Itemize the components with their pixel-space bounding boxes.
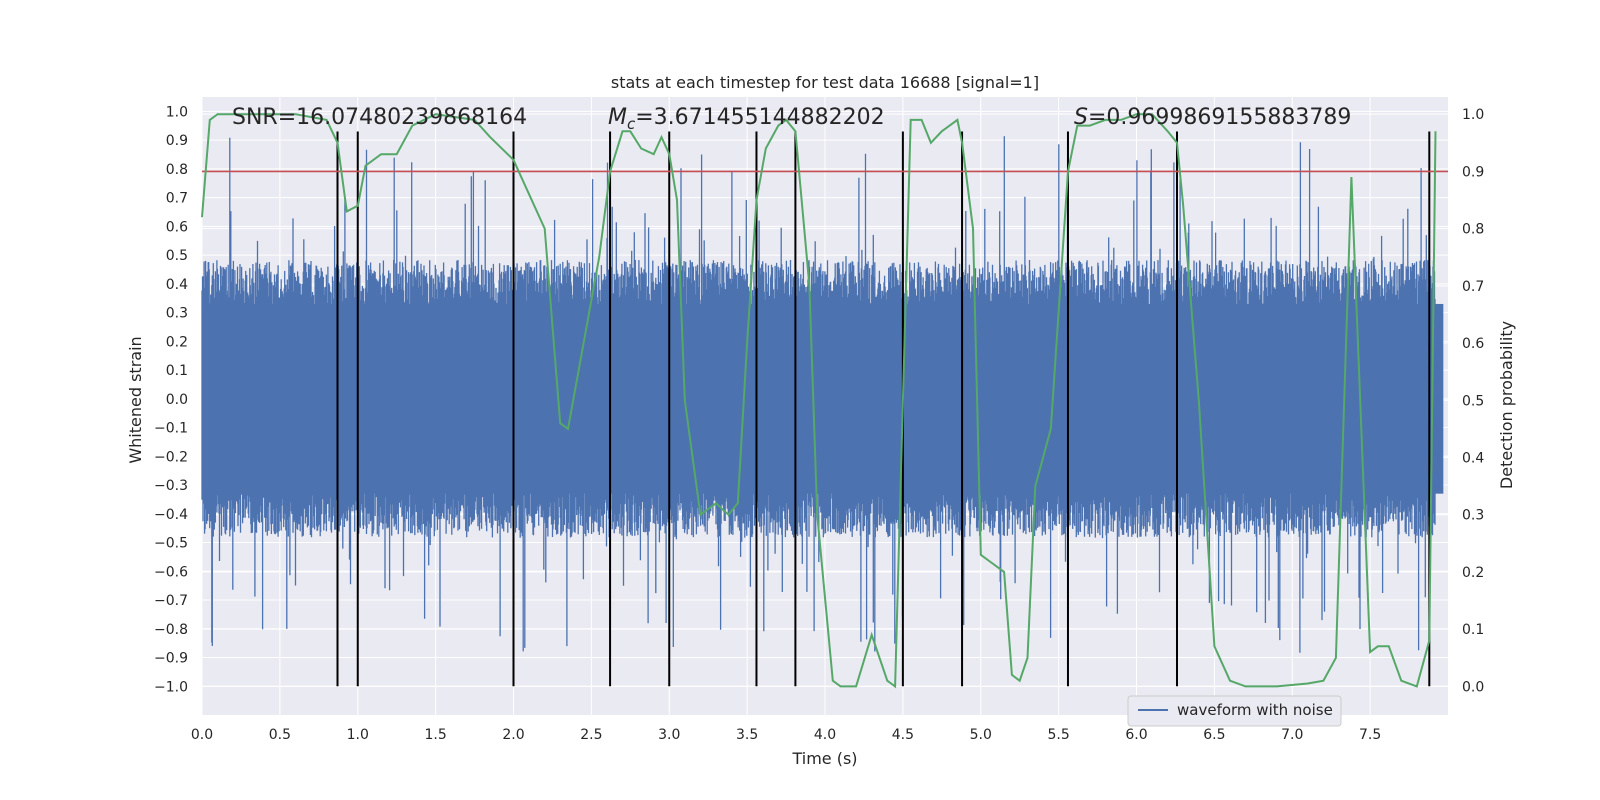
- y-right-tick-label: 0.7: [1462, 279, 1484, 295]
- y-left-tick-label: −0.8: [154, 622, 188, 638]
- chirp-mass-value: =3.671455144882202: [635, 105, 884, 130]
- y-right-tick-label: 0.8: [1462, 222, 1484, 238]
- chirp-mass-annotation: Mc=3.671455144882202: [608, 105, 885, 133]
- detection-probability-line: [201, 113, 1437, 689]
- x-tick-label: 1.5: [424, 727, 446, 743]
- y-left-tick-label: −0.9: [154, 651, 188, 667]
- waveform-dense-band: [202, 303, 1444, 494]
- y-right-tick-label: 0.9: [1462, 164, 1484, 180]
- y-left-tick-label: −1.0: [154, 679, 188, 695]
- x-tick-label: 0.5: [269, 727, 291, 743]
- x-tick-label: 2.0: [502, 727, 524, 743]
- y-right-tick-label: 0.4: [1462, 451, 1484, 467]
- y-left-tick-label: 0.7: [166, 191, 188, 207]
- x-tick-label: 0.0: [191, 727, 213, 743]
- s-value: =0.9699869155883789: [1088, 105, 1351, 130]
- y-left-tick-label: −0.5: [154, 536, 188, 552]
- y-right-tick-label: 0.6: [1462, 336, 1484, 352]
- x-tick-label: 2.5: [580, 727, 602, 743]
- y-axis-left-label: Whitened strain: [126, 336, 145, 463]
- x-tick-label: 5.0: [970, 727, 992, 743]
- y-left-tick-label: 0.0: [166, 392, 188, 408]
- x-tick-label: 5.5: [1047, 727, 1069, 743]
- x-tick-label: 6.5: [1203, 727, 1225, 743]
- y-right-tick-label: 0.0: [1462, 679, 1484, 695]
- window-boundary-lines: [336, 131, 1431, 687]
- x-tick-label: 7.0: [1281, 727, 1303, 743]
- legend-box: [1127, 695, 1342, 727]
- chirp-mass-subscript: c: [627, 115, 636, 133]
- y-left-tick-label: 0.3: [166, 306, 188, 322]
- y-left-tick-label: −0.2: [154, 449, 188, 465]
- y-left-tick-label: 0.2: [166, 334, 188, 350]
- x-tick-label: 1.0: [347, 727, 369, 743]
- y-left-tick-label: 0.9: [166, 133, 188, 149]
- x-tick-label: 4.5: [892, 727, 914, 743]
- waveform-with-noise-series: [201, 136, 1444, 653]
- y-left-tick-label: 0.5: [166, 248, 188, 264]
- chart-title: stats at each timestep for test data 166…: [611, 73, 1039, 92]
- x-tick-label: 4.0: [814, 727, 836, 743]
- y-right-tick-label: 0.2: [1462, 565, 1484, 581]
- y-left-tick-label: −0.7: [154, 593, 188, 609]
- snr-annotation: SNR=16.07480239868164: [232, 105, 527, 130]
- y-right-tick-label: 0.3: [1462, 508, 1484, 524]
- y-right-tick-label: 0.5: [1462, 393, 1484, 409]
- chirp-mass-symbol: M: [608, 105, 627, 130]
- y-left-tick-label: 0.8: [166, 162, 188, 178]
- y-left-tick-label: −0.6: [154, 564, 188, 580]
- x-axis-label: Time (s): [791, 749, 857, 768]
- legend-label-waveform: waveform with noise: [1177, 701, 1333, 719]
- x-tick-label: 7.5: [1359, 727, 1381, 743]
- s-symbol: S: [1074, 105, 1088, 130]
- x-tick-label: 3.5: [736, 727, 758, 743]
- y-left-tick-label: 0.6: [166, 219, 188, 235]
- y-left-tick-label: −0.3: [154, 478, 188, 494]
- s-annotation: S=0.9699869155883789: [1074, 105, 1351, 130]
- y-left-tick-label: 0.1: [166, 363, 188, 379]
- x-tick-label: 3.0: [658, 727, 680, 743]
- y-right-tick-label: 0.1: [1462, 622, 1484, 638]
- y-axis-right-label: Detection probability: [1497, 321, 1516, 489]
- y-left-tick-label: −0.4: [154, 507, 188, 523]
- y-left-tick-label: 1.0: [166, 104, 188, 120]
- y-axis-left-ticks: 1.0 0.9 0.8 0.7 0.6 0.5 0.4 0.3 0.2 0.1 0.0 −0.1 −0.…: [154, 104, 188, 695]
- x-axis-ticks: 0.0 0.5 1.0 1.5 2.0 2.5 3.0 3.5 4.0 4.5 5.0 5.5 6.0 6…: [191, 727, 1381, 743]
- y-right-tick-label: 1.0: [1462, 107, 1484, 123]
- y-left-tick-label: 0.4: [166, 277, 188, 293]
- y-left-tick-label: −0.1: [154, 421, 188, 437]
- x-tick-label: 6.0: [1125, 727, 1147, 743]
- y-axis-right-ticks: 1.0 0.9 0.8 0.7 0.6 0.5 0.4 0.3 0.2 0.1 0.0: [1462, 107, 1484, 695]
- legend: waveform with noise: [1127, 695, 1342, 727]
